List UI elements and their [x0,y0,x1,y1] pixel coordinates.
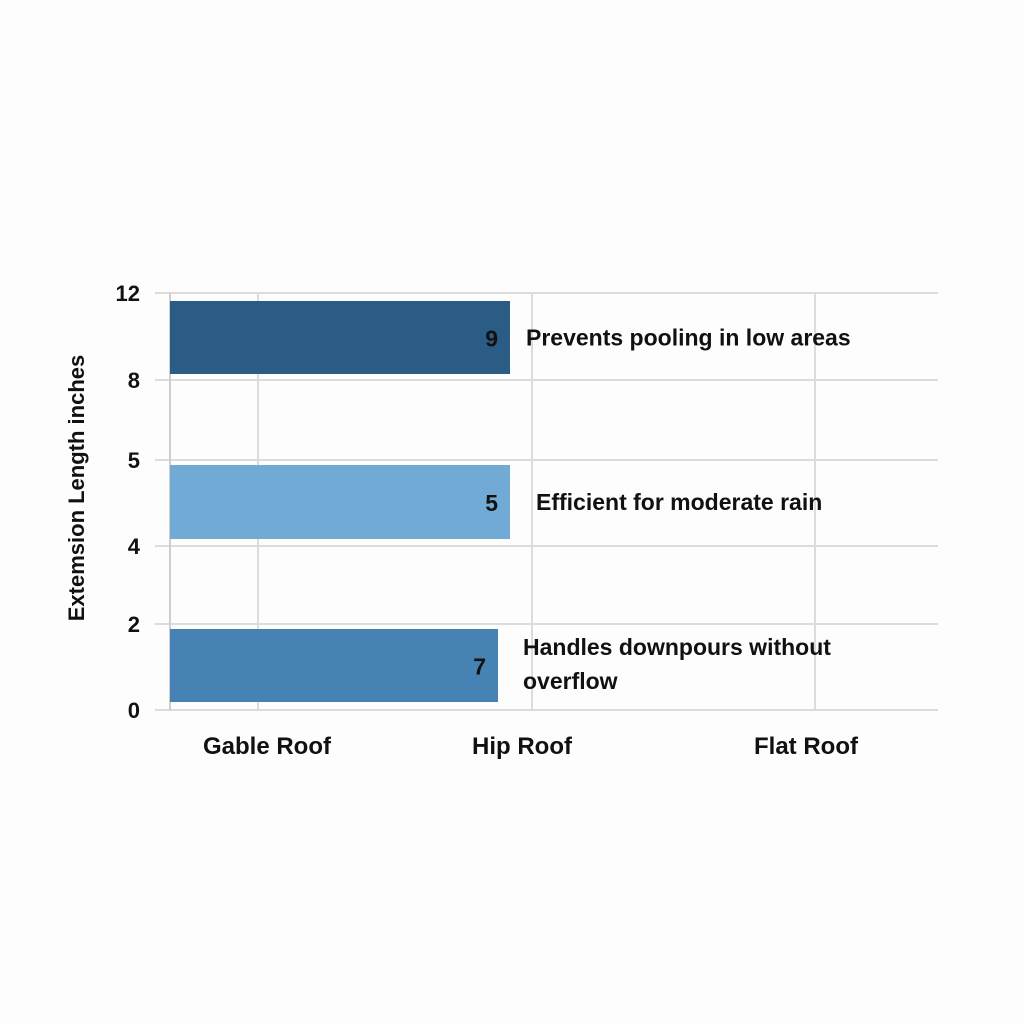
bar-value-label: 5 [485,490,498,516]
bar-annotation: Handles downpours without [523,634,831,660]
bar-0 [170,301,510,374]
x-category-label: Gable Roof [203,733,332,760]
x-category-label: Hip Roof [472,733,573,760]
bar-annotation: Efficient for moderate rain [536,489,822,515]
bar-annotation: Prevents pooling in low areas [526,325,851,351]
y-axis-label: Extemsion Length inches [64,355,89,622]
y-tick-label: 5 [128,448,140,473]
y-tick-labels: 12 8 5 4 2 0 [116,281,141,723]
bar-value-label: 9 [485,326,498,352]
x-category-labels: Gable Roof Hip Roof Flat Roof [203,733,859,760]
bar-annotation: overflow [523,668,618,694]
y-tick-label: 8 [128,368,140,393]
bar-value-label: 7 [473,654,486,680]
y-tick-label: 0 [128,698,140,723]
y-tick-label: 12 [116,281,140,306]
y-tick-label: 4 [128,534,141,559]
bar-2 [170,629,498,702]
x-category-label: Flat Roof [754,733,859,760]
bars: 9 Prevents pooling in low areas 5 Efficient… [170,301,851,702]
bar-1 [170,465,510,539]
y-tick-label: 2 [128,612,140,637]
